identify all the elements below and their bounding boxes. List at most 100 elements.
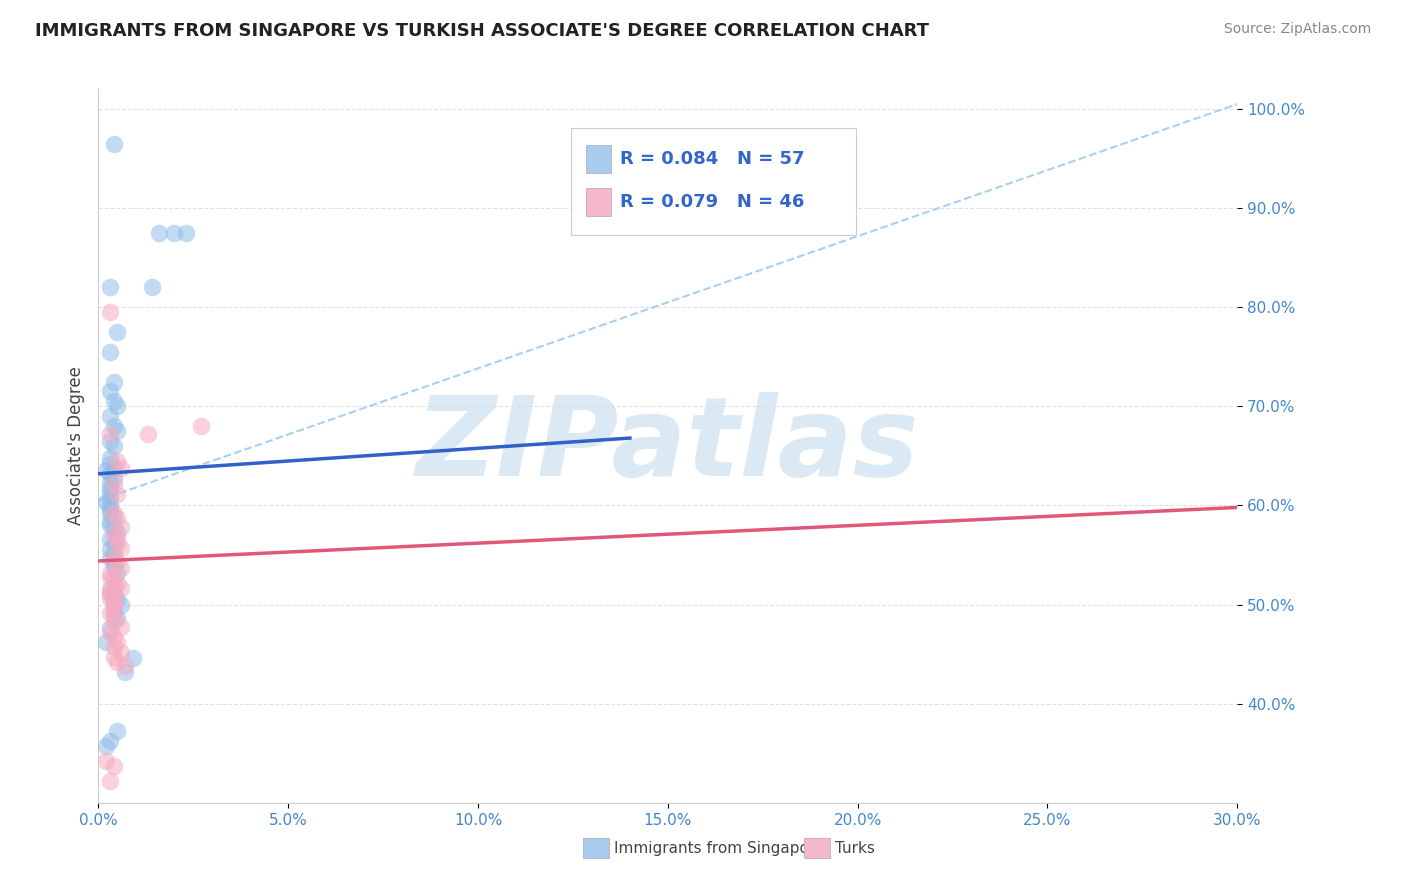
Point — [103, 536, 125, 550]
Point — [103, 375, 125, 389]
Point — [98, 507, 121, 521]
Point — [174, 226, 197, 240]
Point — [103, 460, 125, 475]
Point — [98, 499, 121, 513]
Point — [98, 621, 121, 635]
Point — [103, 556, 125, 570]
Point — [98, 467, 121, 481]
Point — [103, 587, 125, 601]
Point — [103, 476, 125, 491]
Point — [98, 484, 121, 499]
Point — [103, 546, 125, 560]
Point — [98, 450, 121, 465]
Point — [103, 471, 125, 485]
Point — [103, 610, 125, 624]
Point — [98, 532, 121, 546]
Point — [103, 549, 125, 564]
Point — [98, 514, 121, 528]
Point — [98, 585, 121, 599]
Point — [110, 645, 132, 659]
Point — [107, 611, 129, 625]
Point — [107, 424, 129, 438]
Point — [94, 494, 117, 508]
Point — [98, 625, 121, 640]
Point — [163, 226, 186, 240]
Point — [107, 555, 129, 569]
Point — [110, 581, 132, 595]
Point — [94, 635, 117, 649]
Point — [103, 596, 125, 610]
Point — [110, 460, 132, 475]
Point — [98, 481, 121, 495]
Text: R = 0.079   N = 46: R = 0.079 N = 46 — [620, 193, 804, 211]
Point — [103, 607, 125, 621]
Point — [103, 600, 125, 615]
Point — [98, 518, 121, 533]
Point — [121, 651, 143, 665]
Point — [103, 439, 125, 453]
Point — [98, 434, 121, 448]
FancyBboxPatch shape — [571, 128, 856, 235]
Point — [107, 566, 129, 580]
Point — [103, 419, 125, 434]
Point — [107, 655, 129, 669]
Point — [98, 305, 121, 319]
Point — [103, 136, 125, 151]
Y-axis label: Associate's Degree: Associate's Degree — [66, 367, 84, 525]
Point — [107, 591, 129, 606]
Point — [103, 561, 125, 575]
Point — [103, 759, 125, 773]
Point — [98, 571, 121, 585]
Point — [103, 511, 125, 525]
Point — [103, 526, 125, 541]
Point — [110, 561, 132, 575]
Point — [98, 582, 121, 596]
Point — [103, 571, 125, 585]
Text: R = 0.084   N = 57: R = 0.084 N = 57 — [620, 150, 804, 168]
Point — [110, 620, 132, 634]
Point — [98, 344, 121, 359]
Point — [98, 591, 121, 605]
Point — [107, 724, 129, 739]
Point — [103, 522, 125, 536]
Point — [103, 640, 125, 655]
Point — [148, 226, 170, 240]
Point — [110, 541, 132, 555]
Point — [98, 280, 121, 294]
Point — [98, 475, 121, 489]
Point — [107, 526, 129, 541]
Text: IMMIGRANTS FROM SINGAPORE VS TURKISH ASSOCIATE'S DEGREE CORRELATION CHART: IMMIGRANTS FROM SINGAPORE VS TURKISH ASS… — [35, 22, 929, 40]
Point — [98, 774, 121, 789]
Point — [110, 520, 132, 534]
Point — [141, 280, 163, 294]
Point — [107, 635, 129, 649]
Point — [114, 665, 136, 679]
Bar — [586, 145, 612, 173]
Point — [94, 463, 117, 477]
Point — [103, 580, 125, 594]
Point — [94, 754, 117, 768]
Point — [98, 585, 121, 599]
Point — [107, 486, 129, 500]
Point — [98, 457, 121, 471]
Text: Immigrants from Singapore: Immigrants from Singapore — [614, 841, 825, 855]
Point — [103, 615, 125, 630]
Point — [103, 630, 125, 644]
Point — [98, 384, 121, 399]
Point — [107, 575, 129, 590]
Point — [190, 419, 212, 434]
Point — [103, 507, 125, 521]
Point — [103, 650, 125, 665]
Bar — [586, 187, 612, 216]
Point — [107, 536, 129, 550]
Point — [110, 598, 132, 612]
Point — [98, 734, 121, 748]
Point — [98, 427, 121, 442]
Point — [136, 427, 159, 442]
Point — [98, 502, 121, 516]
Point — [103, 394, 125, 409]
Point — [107, 531, 129, 545]
Text: Turks: Turks — [835, 841, 875, 855]
Point — [107, 325, 129, 339]
Point — [98, 542, 121, 557]
